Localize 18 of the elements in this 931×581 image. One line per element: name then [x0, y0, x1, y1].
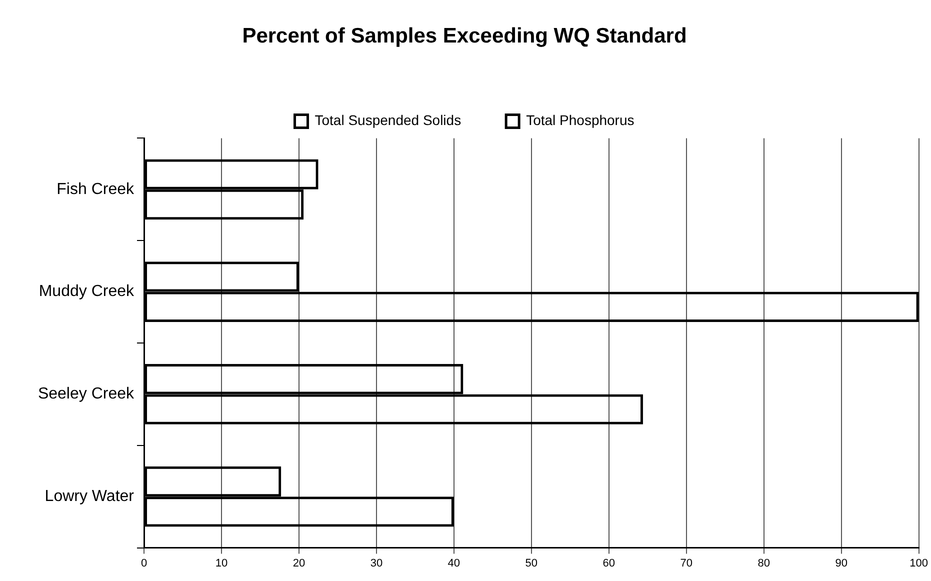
chart-title: Percent of Samples Exceeding WQ Standard	[242, 24, 687, 48]
legend-label: Total Phosphorus	[526, 112, 634, 128]
x-tick-label: 60	[602, 557, 616, 570]
x-tick-label: 40	[448, 557, 460, 570]
x-tick-label: 90	[835, 557, 848, 570]
y-tick-label: Fish Creek	[56, 180, 135, 198]
x-tick-label: 70	[680, 557, 692, 570]
x-tick-label: 50	[525, 557, 538, 570]
x-tick-label: 80	[758, 557, 770, 570]
x-tick-label: 0	[140, 557, 148, 570]
x-tick-label: 10	[215, 557, 228, 570]
x-tick-label: 100	[910, 557, 928, 570]
y-tick-label: Lowry Water	[44, 488, 135, 506]
y-tick-label: Seeley Creek	[38, 386, 135, 403]
x-tick-label: 20	[292, 557, 306, 570]
y-tick-label: Muddy Creek	[38, 283, 135, 300]
legend-label: Total Suspended Solids	[314, 112, 462, 128]
x-tick-label: 30	[370, 557, 383, 570]
